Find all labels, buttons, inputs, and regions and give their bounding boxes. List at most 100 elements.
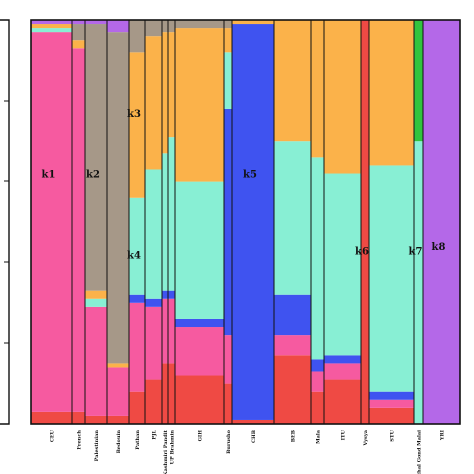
bar-segment-k5 [224, 108, 232, 336]
bar-segment-k1 [224, 335, 232, 384]
bar-segment-k6 [232, 419, 274, 424]
bar-segment-k5 [162, 290, 168, 299]
bar-segment-k1 [162, 298, 168, 364]
bar-area [31, 20, 460, 424]
bar-segment-k6 [129, 391, 145, 424]
cluster-label-k5: k5 [243, 170, 257, 181]
bar-segment-k4 [369, 165, 414, 392]
bar-segment-k4 [129, 197, 145, 295]
population-separators [71, 20, 424, 424]
bar-segment-k5 [274, 294, 311, 336]
bar-segment-k6 [85, 415, 107, 424]
population-label: GIH [198, 430, 204, 442]
bar-segment-k4 [162, 153, 168, 291]
bar-segment-k3 [107, 363, 129, 368]
cluster-label-k4: k4 [127, 250, 141, 261]
bar-segment-k8 [85, 20, 107, 25]
bar-segment-k2 [162, 20, 168, 33]
population-label: YRI [440, 429, 446, 441]
bar-segment-k6 [175, 375, 224, 424]
bar-segment-k3 [311, 20, 324, 158]
bar-segment-k3 [224, 28, 232, 53]
bar-segment-k1 [324, 363, 361, 380]
bar-segment-k4 [31, 28, 72, 33]
bar-segment-k3 [72, 40, 85, 49]
cluster-labels: k1 k2 k3 k4 k5 k6 k7 k8 [42, 109, 446, 261]
bar-segment-k1 [107, 367, 129, 416]
population-label: Santhal Gond Malai [417, 430, 423, 474]
bar-segment-k7 [414, 20, 423, 142]
bar-segment-k5 [324, 355, 361, 364]
bar-segment-k6 [324, 379, 361, 424]
bar-segment-k3 [369, 20, 414, 166]
cluster-label-k1: k1 [42, 170, 56, 181]
bar-segment-k6 [274, 355, 311, 424]
left-panel-edge [0, 19, 10, 425]
population-label: Burusho [226, 429, 232, 454]
bar-segment-k8 [72, 20, 85, 25]
population-label: CHB [251, 430, 257, 443]
bar-segment-k3 [168, 32, 175, 138]
population-label: French [77, 430, 83, 450]
bar-segment-k5 [129, 294, 145, 303]
bar-segment-k3 [129, 52, 145, 198]
bar-segment-k2 [72, 24, 85, 41]
bar-segment-k1 [274, 335, 311, 356]
population-label: CEU [50, 429, 56, 442]
cluster-label-k6: k6 [355, 246, 369, 257]
bar-segment-k1 [31, 32, 72, 412]
population-labels: CEU French Palestinian Bedouin Pathan PJL Kash… [50, 429, 446, 474]
population-label: Bedouin [116, 430, 122, 454]
bar-segment-k1 [311, 371, 324, 392]
population-label: Mala [316, 429, 322, 444]
population-label: BEB [291, 430, 297, 442]
bar-segment-k3 [324, 20, 361, 174]
bar-segment-k2 [129, 20, 145, 53]
population-label: Pathan [135, 430, 141, 450]
bar-segment-k5 [369, 391, 414, 400]
bar-segment-k6 [72, 411, 85, 424]
bar-segment-k6 [224, 383, 232, 424]
bar-segment-k8 [107, 20, 129, 33]
bar-segment-k1 [85, 306, 107, 416]
bar-segment-k5 [311, 359, 324, 372]
cluster-label-k3: k3 [127, 109, 141, 120]
bar-segment-k2 [175, 20, 224, 29]
bar-segment-k6 [107, 415, 129, 424]
bar-segment-k4 [224, 52, 232, 109]
bar-segment-k3 [232, 20, 274, 25]
bar-segment-k2 [107, 32, 129, 364]
bar-segment-k4 [175, 181, 224, 319]
bar-segment-k6 [361, 20, 369, 424]
bar-segment-k6 [369, 407, 414, 424]
cluster-label-k8: k8 [432, 242, 446, 253]
bar-segment-k6 [168, 363, 175, 424]
bar-segment-k4 [311, 157, 324, 360]
bar-segment-k1 [72, 48, 85, 412]
bar-segment-k3 [85, 290, 107, 299]
bar-segment-k3 [145, 36, 162, 170]
bar-segment-k3 [31, 24, 72, 29]
bar-segment-k2 [145, 20, 162, 37]
bar-segment-k4 [85, 298, 107, 307]
bar-segment-k6 [162, 363, 168, 424]
bar-segment-k4 [168, 137, 175, 291]
population-label: ITU [341, 429, 347, 440]
bar-segment-k3 [274, 20, 311, 142]
bar-segment-k8 [31, 20, 72, 25]
population-label: STU [390, 429, 396, 441]
bar-segment-k4 [145, 169, 162, 299]
population-label: Vysya [363, 429, 369, 446]
bar-segment-k4 [324, 173, 361, 356]
bar-segment-k5 [175, 318, 224, 328]
bar-segment-k8 [423, 20, 460, 424]
bar-segment-k5 [168, 290, 175, 299]
plot-frame [30, 19, 461, 425]
population-label: Kashmiri Pandit [163, 429, 169, 474]
bar-segment-k4 [274, 141, 311, 295]
bar-segment-k5 [145, 298, 162, 307]
bar-segment-k2 [85, 24, 107, 291]
population-label: PJL [152, 430, 158, 440]
cluster-label-k7: k7 [409, 246, 423, 257]
